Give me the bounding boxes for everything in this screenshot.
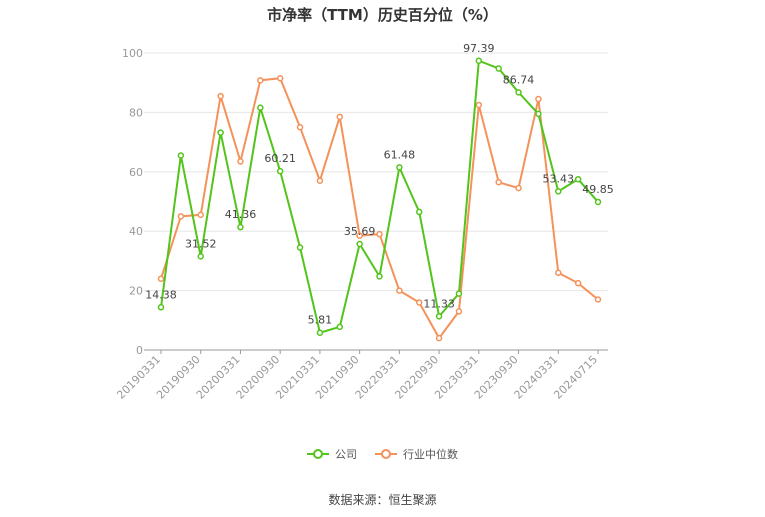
company-point [594, 198, 602, 206]
legend-label-company: 公司 [335, 448, 357, 461]
y-tick-label: 20 [129, 285, 143, 298]
industry-median-point [316, 177, 324, 184]
industry-median-point [376, 230, 383, 238]
industry-median-point [475, 101, 483, 109]
legend-marker-company [307, 449, 329, 459]
grid-lines [144, 52, 608, 292]
legend: 公司 行业中位数 [0, 446, 765, 462]
company-point [515, 89, 522, 96]
company-point [336, 323, 344, 331]
company-point [316, 329, 324, 336]
company-point [396, 164, 403, 171]
company-point [415, 208, 423, 216]
industry-median-point [435, 334, 443, 342]
data-label: 61.48 [384, 148, 416, 161]
data-label: 86.74 [503, 73, 535, 86]
company-point [555, 188, 562, 195]
data-label: 35.69 [344, 225, 376, 238]
industry-median-point [574, 279, 582, 287]
company-point [475, 57, 483, 65]
chart-title: 市净率（TTM）历史百分位（%） [267, 6, 498, 24]
industry-median-point [555, 269, 562, 277]
company-point [157, 304, 165, 311]
legend-label-industry-median: 行业中位数 [403, 448, 458, 461]
data-label: 60.21 [264, 152, 296, 165]
x-tick-label: 20240715 [551, 353, 600, 402]
industry-median-point [237, 158, 244, 165]
company-point [574, 175, 582, 183]
company-point [296, 244, 304, 251]
industry-median-point [197, 211, 204, 219]
industry-median-point [515, 184, 522, 192]
industry-median-point [276, 74, 284, 82]
industry-median-point [455, 308, 463, 315]
y-tick-label: 0 [136, 344, 143, 357]
company-line [160, 59, 599, 335]
industry-median-point [217, 92, 224, 100]
legend-marker-industry-median [375, 449, 397, 459]
data-label: 97.39 [463, 42, 495, 55]
industry-median-point [296, 124, 304, 131]
data-label: 31.52 [185, 237, 217, 250]
industry-median-point [594, 296, 602, 303]
data-label: 14.38 [145, 288, 177, 301]
company-point [495, 65, 502, 72]
y-tick-label: 100 [122, 47, 143, 60]
company-point [435, 313, 443, 320]
industry-median-point [157, 275, 165, 282]
y-tick-label: 40 [129, 225, 143, 238]
y-tick-label: 60 [129, 166, 143, 179]
industry-median-point [396, 287, 403, 294]
series-lines [157, 57, 602, 342]
data-label: 53.43 [543, 172, 575, 185]
industry-median-point [177, 213, 185, 220]
industry-median-point [535, 95, 542, 103]
industry-median-point [336, 113, 344, 121]
data-label: 41.36 [225, 208, 257, 221]
legend-item-company[interactable]: 公司 [307, 446, 357, 462]
industry-median-point [257, 77, 264, 84]
industry-median-point [495, 178, 502, 186]
company-point [257, 104, 264, 111]
company-point [376, 273, 383, 280]
data-label: 11.33 [423, 297, 455, 310]
company-point [356, 240, 363, 248]
company-point [177, 152, 185, 159]
y-tick-label: 80 [129, 106, 143, 119]
company-point [217, 129, 224, 136]
company-point [197, 253, 204, 260]
company-point [276, 167, 284, 175]
data-label: 49.85 [582, 183, 614, 196]
data-label: 5.81 [308, 314, 333, 327]
company-point [237, 223, 244, 231]
source-note: 数据来源：恒生聚源 [328, 493, 437, 507]
company-point [455, 290, 463, 297]
legend-item-industry-median[interactable]: 行业中位数 [375, 446, 458, 462]
company-point [535, 110, 542, 118]
data-labels: 14.38 31.52 41.36 60.21 5.81 35.69 61.48 11.33 9… [145, 42, 614, 327]
industry-median-point [356, 232, 363, 239]
industry-median-point [415, 299, 423, 306]
